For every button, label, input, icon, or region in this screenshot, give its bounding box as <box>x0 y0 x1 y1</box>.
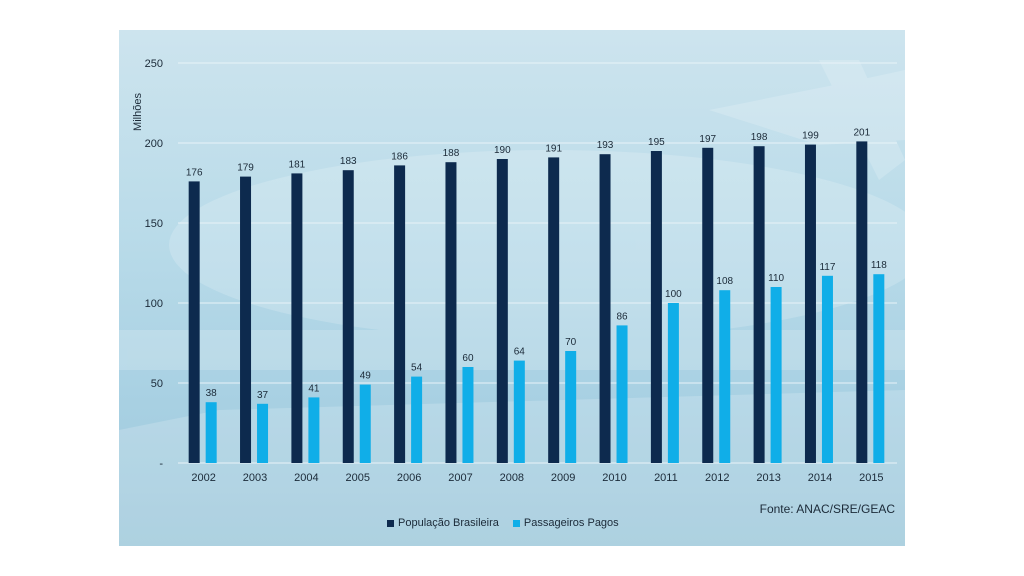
bar-populacao-2002 <box>188 181 200 463</box>
x-tick-label: 2008 <box>500 472 524 484</box>
data-label: 195 <box>648 137 665 148</box>
x-tick-label: 2013 <box>756 472 780 484</box>
y-axis-title: Milhões <box>132 93 144 131</box>
data-label: 118 <box>871 260 887 271</box>
x-tick-label: 2009 <box>551 472 575 484</box>
bar-populacao-2008 <box>496 159 508 463</box>
bar-passageiros-2006 <box>411 376 423 463</box>
bar-populacao-2004 <box>291 173 303 463</box>
bar-passageiros-2014 <box>821 275 833 463</box>
data-label: 108 <box>716 276 733 287</box>
bar-passageiros-2009 <box>565 351 577 463</box>
data-label: 41 <box>308 383 320 394</box>
data-label: 38 <box>206 388 218 399</box>
data-label: 70 <box>565 337 577 348</box>
legend: População Brasileira Passageiros Pagos <box>387 517 619 529</box>
x-tick-label: 2015 <box>859 472 883 484</box>
data-label: 64 <box>514 347 526 358</box>
data-label: 110 <box>768 273 784 284</box>
data-label: 183 <box>340 156 357 167</box>
bar-populacao-2010 <box>599 154 611 463</box>
source-note: Fonte: ANAC/SRE/GEAC <box>759 502 895 516</box>
y-tick-label: 200 <box>145 138 163 150</box>
legend-item-passageiros: Passageiros Pagos <box>512 517 619 529</box>
bars <box>188 141 885 464</box>
bar-populacao-2014 <box>804 144 816 463</box>
x-tick-label: 2010 <box>602 472 626 484</box>
x-tick-label: 2004 <box>294 472 318 484</box>
bar-populacao-2009 <box>548 157 560 463</box>
legend-label-passageiros: Passageiros Pagos <box>523 517 619 529</box>
x-tick-label: 2012 <box>705 472 729 484</box>
data-label: 188 <box>443 148 460 159</box>
x-tick-label: 2011 <box>654 472 678 484</box>
bar-passageiros-2010 <box>616 325 628 463</box>
bar-populacao-2003 <box>240 176 252 463</box>
y-tick-label: 50 <box>151 378 163 390</box>
x-tick-label: 2003 <box>243 472 267 484</box>
bar-passageiros-2004 <box>308 397 320 463</box>
bar-passageiros-2012 <box>719 290 731 463</box>
data-label: 54 <box>411 363 423 374</box>
data-label: 190 <box>494 145 511 156</box>
bar-populacao-2005 <box>342 170 354 463</box>
data-label: 198 <box>751 132 768 143</box>
data-label: 179 <box>237 163 254 174</box>
legend-swatch-passageiros <box>512 519 520 527</box>
data-label: 193 <box>597 140 614 151</box>
y-tick-label: - <box>159 458 163 470</box>
data-label: 191 <box>545 143 562 154</box>
x-tick-label: 2007 <box>448 472 472 484</box>
x-tick-label: 2006 <box>397 472 421 484</box>
data-label: 117 <box>819 262 835 273</box>
data-label: 186 <box>391 151 408 162</box>
data-labels: 176 38 179 37 181 41 183 49 186 54 188 60 190 64 191 70… <box>186 127 887 400</box>
data-label: 60 <box>462 353 474 364</box>
x-tick-label: 2014 <box>808 472 832 484</box>
legend-label-populacao: População Brasileira <box>398 517 499 529</box>
bar-populacao-2013 <box>753 146 765 463</box>
bar-populacao-2006 <box>394 165 406 463</box>
bar-passageiros-2005 <box>359 384 371 463</box>
data-label: 100 <box>665 289 682 300</box>
bar-passageiros-2002 <box>205 402 217 463</box>
bar-passageiros-2003 <box>257 403 269 463</box>
bar-populacao-2012 <box>702 147 714 464</box>
bar-passageiros-2013 <box>770 287 782 463</box>
data-label: 86 <box>616 311 628 322</box>
legend-swatch-populacao <box>387 519 394 527</box>
data-label: 181 <box>289 159 306 170</box>
legend-item-populacao: População Brasileira <box>387 517 499 529</box>
bar-passageiros-2008 <box>513 360 525 463</box>
data-label: 49 <box>360 371 372 382</box>
y-axis-tick-labels: - 50 100 150 200 250 <box>145 58 164 470</box>
x-tick-label: 2002 <box>191 472 215 484</box>
bar-populacao-2007 <box>445 162 457 463</box>
bar-passageiros-2011 <box>667 303 679 463</box>
bar-populacao-2015 <box>856 141 868 463</box>
x-axis-tick-labels: 2002 2003 2004 2005 2006 2007 2008 2009 2010 2011… <box>191 472 883 484</box>
x-tick-label: 2005 <box>346 472 370 484</box>
y-tick-label: 250 <box>145 58 163 70</box>
bar-chart: - 50 100 150 200 250 2002 2003 2004 2005 2006 2007… <box>119 58 905 546</box>
data-label: 199 <box>802 131 819 142</box>
data-label: 37 <box>257 390 269 401</box>
bar-passageiros-2015 <box>873 274 885 463</box>
y-tick-label: 100 <box>145 298 163 310</box>
data-label: 197 <box>699 134 716 145</box>
chart-panel: - 50 100 150 200 250 2002 2003 2004 2005 2006 2007… <box>119 30 905 546</box>
bar-populacao-2011 <box>650 151 662 463</box>
data-label: 201 <box>853 127 870 138</box>
bar-passageiros-2007 <box>462 367 474 463</box>
data-label: 176 <box>186 167 203 178</box>
y-tick-label: 150 <box>145 218 163 230</box>
